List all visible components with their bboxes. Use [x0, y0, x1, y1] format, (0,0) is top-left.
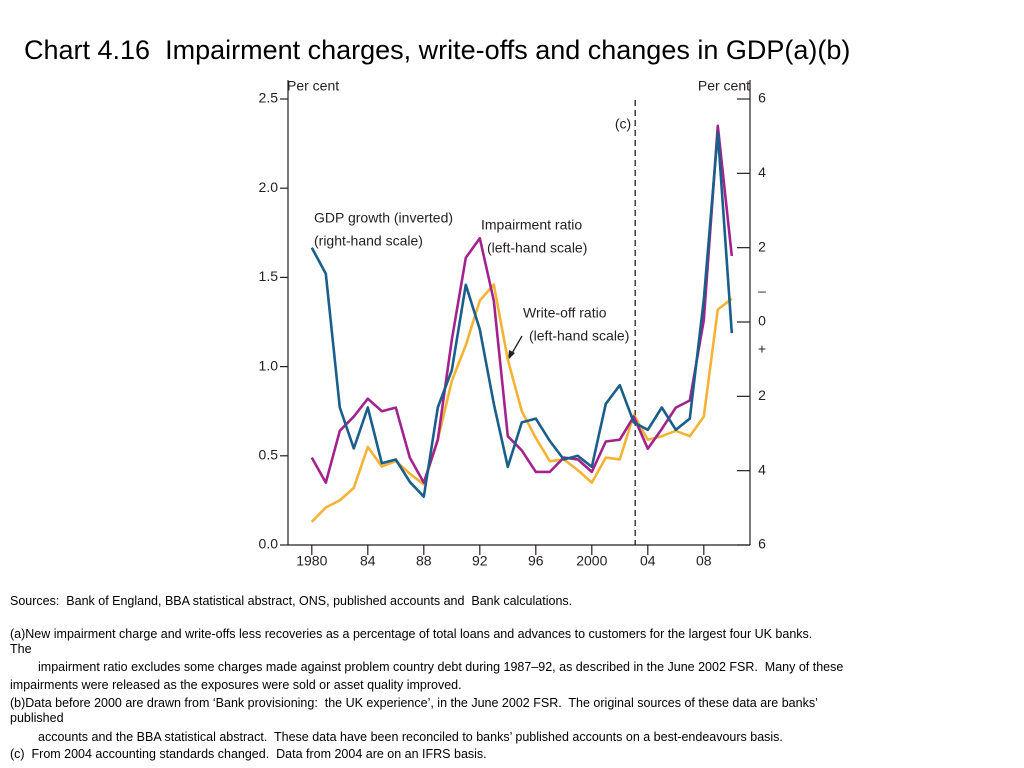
y2-tick-label: 4 [758, 461, 766, 477]
footnote: (a)New impairment charge and write-offs … [10, 627, 813, 641]
y-tick-label: 1.0 [259, 357, 279, 373]
x-tick-label: 2000 [576, 553, 607, 569]
annotation: (c) [615, 116, 631, 132]
chart-title: Chart 4.16 Impairment charges, write-off… [24, 35, 851, 65]
footnote: Sources: Bank of England, BBA statistica… [10, 594, 573, 608]
y-tick-label: 1.5 [259, 268, 279, 284]
annotation: + [758, 341, 766, 357]
y-tick-label: 0.5 [259, 447, 279, 463]
footnote: accounts and the BBA statistical abstrac… [38, 730, 783, 744]
series-label: Write-off ratio [523, 305, 607, 321]
x-tick-label: 88 [416, 553, 432, 569]
footnote: (b)Data before 2000 are drawn from ‘Bank… [10, 696, 818, 710]
footnote: The [10, 642, 32, 656]
series-label: GDP growth (inverted) [314, 210, 453, 226]
footnote: (c) From 2004 accounting standards chang… [10, 747, 487, 761]
annotation: (left-hand scale) [529, 328, 629, 344]
annotation: (left-hand scale) [487, 240, 587, 256]
y2-tick-label: 4 [758, 164, 766, 180]
x-tick-label: 92 [472, 553, 488, 569]
series-line [310, 283, 733, 523]
y-tick-label: 2.5 [259, 90, 279, 106]
footnote: impairments were released as the exposur… [10, 678, 462, 692]
y2-tick-label: 0 [758, 313, 766, 329]
footnote: published [10, 711, 64, 725]
annotation: (right-hand scale) [314, 233, 423, 249]
y-axis-label: Per cent [287, 78, 339, 94]
series-line [310, 131, 734, 498]
y2-axis-label: Per cent [698, 78, 750, 94]
x-tick-label: 08 [696, 553, 712, 569]
x-tick-label: 96 [528, 553, 544, 569]
y2-tick-label: 6 [758, 536, 766, 552]
series-line [310, 124, 734, 484]
arrow-head [508, 350, 515, 360]
arrow [510, 335, 523, 356]
x-tick-label: 1980 [296, 553, 327, 569]
y-tick-label: 2.0 [259, 179, 279, 195]
y2-tick-label: 6 [758, 90, 766, 106]
annotation: – [758, 283, 766, 299]
chart: Per cent Per cent 0.00.51.01.52.02.5 6420… [259, 78, 767, 569]
y-tick-label: 0.0 [259, 536, 279, 552]
y2-tick-label: 2 [758, 387, 766, 403]
x-tick-label: 84 [360, 553, 376, 569]
x-tick-label: 04 [640, 553, 656, 569]
series-label: Impairment ratio [481, 217, 582, 233]
y2-tick-label: 2 [758, 238, 766, 254]
footnote: impairment ratio excludes some charges m… [38, 660, 844, 674]
